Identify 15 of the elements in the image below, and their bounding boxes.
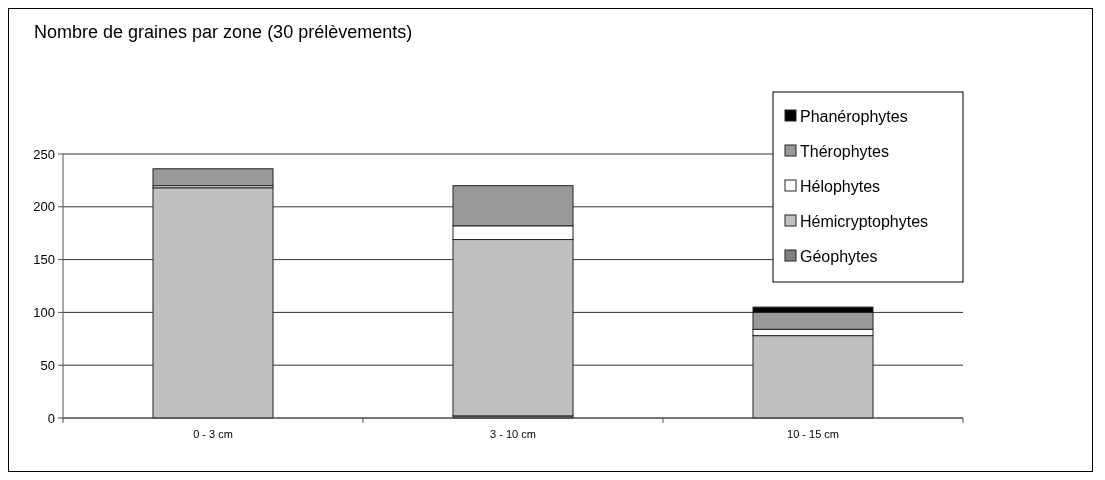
- x-tick-label: 0 - 3 cm: [193, 428, 233, 440]
- y-tick-label: 100: [33, 304, 55, 320]
- legend-label: Hélophytes: [800, 177, 881, 195]
- y-tick-label: 50: [40, 357, 55, 373]
- chart-title: Nombre de graines par zone (30 prélèvements): [34, 22, 413, 42]
- legend-label: Thérophytes: [800, 142, 889, 160]
- legend-label: Hémicryptophytes: [800, 212, 929, 230]
- x-tick-label: 10 - 15 cm: [787, 428, 839, 440]
- legend-label: Géophytes: [800, 247, 878, 265]
- y-tick-label: 0: [47, 410, 55, 426]
- y-tick-label: 250: [33, 146, 55, 162]
- y-tick-label: 150: [33, 252, 55, 268]
- y-tick-label: 200: [33, 199, 55, 215]
- x-tick-label: 3 - 10 cm: [490, 428, 536, 440]
- legend-label: Phanérophytes: [800, 107, 908, 125]
